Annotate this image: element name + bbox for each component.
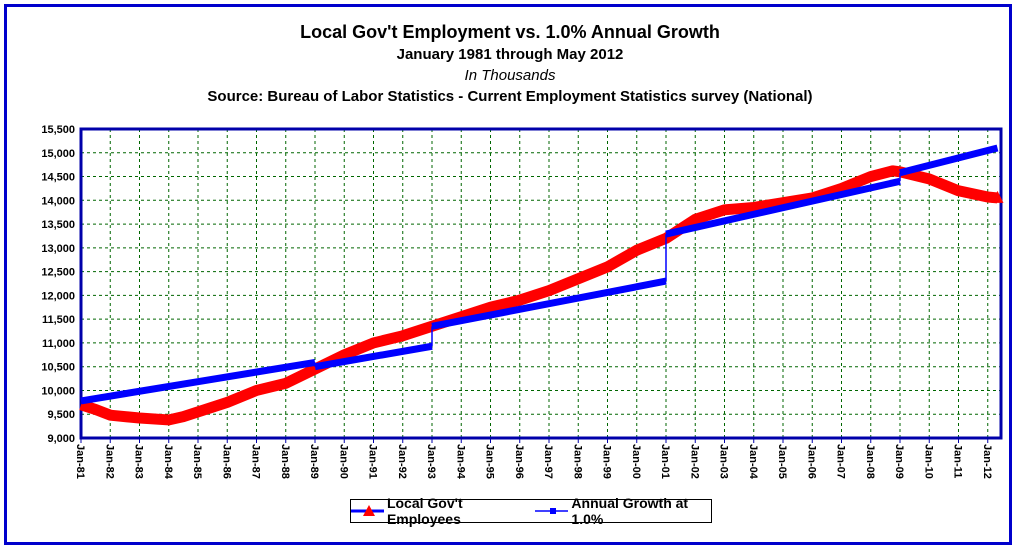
x-tick-label: Jan-03 xyxy=(718,444,730,479)
legend: Local Gov't Employees Annual Growth at 1… xyxy=(350,495,712,527)
red-triangle-line-icon xyxy=(351,505,384,516)
y-tick-label: 10,000 xyxy=(41,385,75,397)
series-growth-segment xyxy=(431,277,667,330)
y-tick-label: 11,500 xyxy=(42,314,75,326)
x-tick-label: Jan-89 xyxy=(308,444,320,479)
chart-subtitle-source: Source: Bureau of Labor Statistics - Cur… xyxy=(207,88,813,105)
x-tick-label: Jan-91 xyxy=(367,444,379,479)
x-tick-label: Jan-98 xyxy=(571,444,583,479)
y-tick-label: 9,500 xyxy=(47,409,75,421)
x-tick-label: Jan-83 xyxy=(133,444,145,479)
x-tick-label: Jan-81 xyxy=(74,444,86,479)
blue-square-line-icon xyxy=(535,508,569,514)
series-growth-segment xyxy=(314,342,433,371)
series-growth-segment xyxy=(665,177,901,238)
x-tick-label: Jan-01 xyxy=(659,444,671,479)
x-tick-label: Jan-82 xyxy=(103,444,115,479)
x-tick-label: Jan-88 xyxy=(279,444,291,479)
chart-subtitle-units: In Thousands xyxy=(464,67,556,84)
y-tick-label: 9,000 xyxy=(47,433,75,445)
x-tick-label: Jan-07 xyxy=(835,444,847,479)
series-employees-line xyxy=(79,165,999,426)
legend-label: Local Gov't Employees xyxy=(386,495,463,527)
y-tick-label: 12,000 xyxy=(41,290,75,302)
x-tick-label: Jan-11 xyxy=(952,444,964,478)
x-tick-label: Jan-95 xyxy=(484,444,496,479)
x-tick-label: Jan-02 xyxy=(688,444,700,479)
x-tick-label: Jan-96 xyxy=(513,444,525,479)
x-tick-label: Jan-04 xyxy=(747,444,759,480)
x-tick-label: Jan-12 xyxy=(981,444,993,479)
x-tick-label: Jan-90 xyxy=(337,444,349,479)
chart-subtitle-dates: January 1981 through May 2012 xyxy=(396,46,624,63)
series-growth-segment xyxy=(899,144,999,177)
y-tick-label: 13,500 xyxy=(41,219,75,231)
x-tick-label: Jan-92 xyxy=(396,444,408,479)
x-tick-label: Jan-06 xyxy=(805,444,817,479)
y-tick-label: 10,500 xyxy=(41,362,75,374)
legend-item-employees: Local Gov't Employees xyxy=(351,495,527,527)
x-tick-label: Jan-08 xyxy=(864,444,876,479)
x-tick-label: Jan-05 xyxy=(776,444,788,479)
x-tick-label: Jan-10 xyxy=(922,444,934,479)
x-tick-label: Jan-99 xyxy=(601,444,613,479)
x-tick-label: Jan-94 xyxy=(454,444,466,480)
x-tick-label: Jan-86 xyxy=(220,444,232,479)
x-tick-label: Jan-87 xyxy=(250,444,262,479)
y-tick-label: 15,000 xyxy=(41,148,75,160)
x-tick-label: Jan-00 xyxy=(630,444,642,479)
y-tick-label: 14,000 xyxy=(41,195,75,207)
legend-label: Annual Growth at 1.0% xyxy=(571,495,689,527)
x-tick-label: Jan-09 xyxy=(893,444,905,479)
y-tick-label: 12,500 xyxy=(41,267,75,279)
plot-border xyxy=(79,127,1003,440)
x-tick-label: Jan-93 xyxy=(425,444,437,479)
x-tick-label: Jan-85 xyxy=(191,444,203,479)
x-tick-label: Jan-84 xyxy=(162,444,174,480)
x-tick-label: Jan-97 xyxy=(542,444,554,479)
series-growth-segment xyxy=(80,358,316,405)
chart-border xyxy=(4,4,1012,545)
legend-item-growth: Annual Growth at 1.0% xyxy=(535,495,711,527)
chart-title: Local Gov't Employment vs. 1.0% Annual G… xyxy=(300,22,720,42)
y-tick-label: 11,000 xyxy=(42,338,75,350)
y-tick-label: 14,500 xyxy=(41,172,75,184)
y-tick-label: 15,500 xyxy=(41,124,75,136)
series-employees-marker xyxy=(991,190,1004,203)
y-tick-label: 13,000 xyxy=(41,243,75,255)
